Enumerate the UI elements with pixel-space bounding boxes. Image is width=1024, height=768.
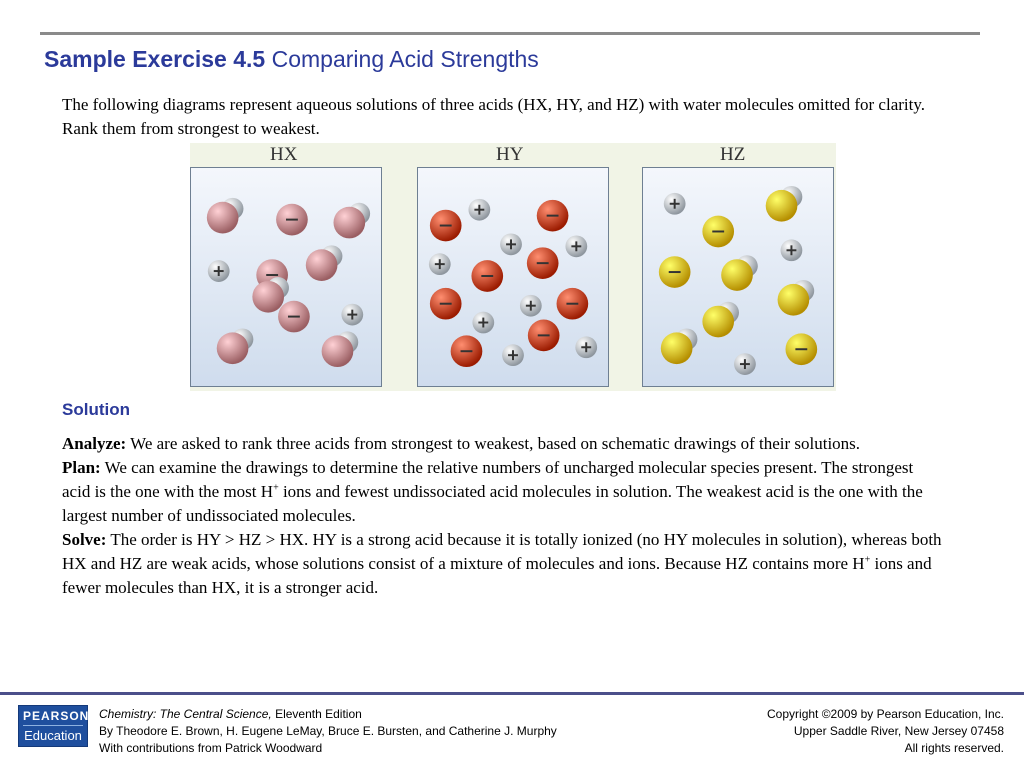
hydrogen-ion [428,253,451,276]
plan-text-1: We can examine the drawings to determine… [62,458,914,501]
hydrogen-ion [341,303,364,326]
intro-text: The following diagrams represent aqueous… [62,95,925,138]
exercise-number: Sample Exercise 4.5 [44,46,266,72]
analyze-text: We are asked to rank three acids from st… [126,434,861,453]
hydrogen-ion [502,344,524,367]
solution-heading: Solution [62,400,130,419]
undissociated-molecule [765,185,803,222]
plan-paragraph: Plan: We can examine the drawings to det… [62,456,942,528]
address-line: Upper Saddle River, New Jersey 07458 [793,724,1004,738]
copyright-line: Copyright ©2009 by Pearson Education, In… [767,707,1004,721]
analyze-paragraph: Analyze: We are asked to rank three acid… [62,432,942,456]
book-title: Chemistry: The Central Science, [99,707,272,721]
citation-authors: By Theodore E. Brown, H. Eugene LeMay, B… [99,724,557,738]
hydrogen-ion [780,239,803,262]
solve-text-1: The order is HY > HZ > HX. HY is a stron… [62,530,942,573]
anion [658,256,691,288]
undissociated-molecule [305,245,343,281]
plan-label: Plan: [62,458,101,477]
exercise-name: Comparing Acid Strengths [271,46,539,72]
plan-sup: + [273,482,279,494]
panel-hx [190,167,382,387]
anion [429,287,462,320]
anion [471,260,504,292]
undissociated-molecule [216,328,254,365]
logo-bottom-text: Education [24,728,82,743]
pearson-logo: PEARSON Education [18,705,88,747]
panel-hz [642,167,834,387]
panel-label-hy: HY [496,144,524,165]
anion [536,199,569,232]
citation-contributions: With contributions from Patrick Woodward [99,741,323,755]
undissociated-molecule [777,279,815,316]
hydrogen-ion [500,233,522,256]
anion [556,287,589,320]
plan-text-2: ions and fewest undissociated acid molec… [62,482,923,525]
analyze-label: Analyze: [62,434,127,453]
undissociated-molecule [721,255,758,291]
anion [450,335,483,368]
panel-label-hz: HZ [720,144,746,165]
undissociated-molecule [660,328,698,365]
logo-top-text: PEARSON [23,706,88,726]
slide-title: Sample Exercise 4.5 Comparing Acid Stren… [44,46,539,73]
undissociated-molecule [321,331,359,368]
anion [429,209,462,242]
undissociated-molecule [702,301,739,338]
hydrogen-ion [472,311,495,334]
citation-book-line: Chemistry: The Central Science, Eleventh… [99,706,557,723]
footer-citation: Chemistry: The Central Science, Eleventh… [99,706,557,757]
solve-paragraph: Solve: The order is HY > HZ > HX. HY is … [62,528,942,600]
anion [527,319,560,352]
panel-label-hx: HX [270,144,298,165]
solve-text-2: ions and fewer molecules than HX, it is … [62,554,932,597]
footer-rule [0,692,1024,695]
panel-hy [417,167,609,387]
hydrogen-ion [468,198,491,221]
anion [526,247,559,279]
rights-line: All rights reserved. [904,741,1004,755]
solve-label: Solve: [62,530,107,549]
hydrogen-ion [519,294,542,317]
hydrogen-ion [663,192,686,215]
undissociated-molecule [252,277,289,313]
hydrogen-ion [565,235,588,258]
anion [278,300,310,333]
anion [276,203,308,236]
hydrogen-ion [207,260,230,282]
acid-diagrams: HX HY HZ [190,143,836,391]
hydrogen-ion [575,336,598,359]
undissociated-molecule [333,202,371,239]
undissociated-molecule [206,197,244,234]
footer-copyright: Copyright ©2009 by Pearson Education, In… [767,706,1004,757]
anion [702,215,735,248]
book-edition: Eleventh Edition [271,707,362,721]
anion [785,333,818,366]
solution-body: Analyze: We are asked to rank three acid… [62,432,942,600]
hydrogen-ion [734,353,756,375]
solve-sup: + [864,554,871,566]
top-rule [40,32,980,35]
